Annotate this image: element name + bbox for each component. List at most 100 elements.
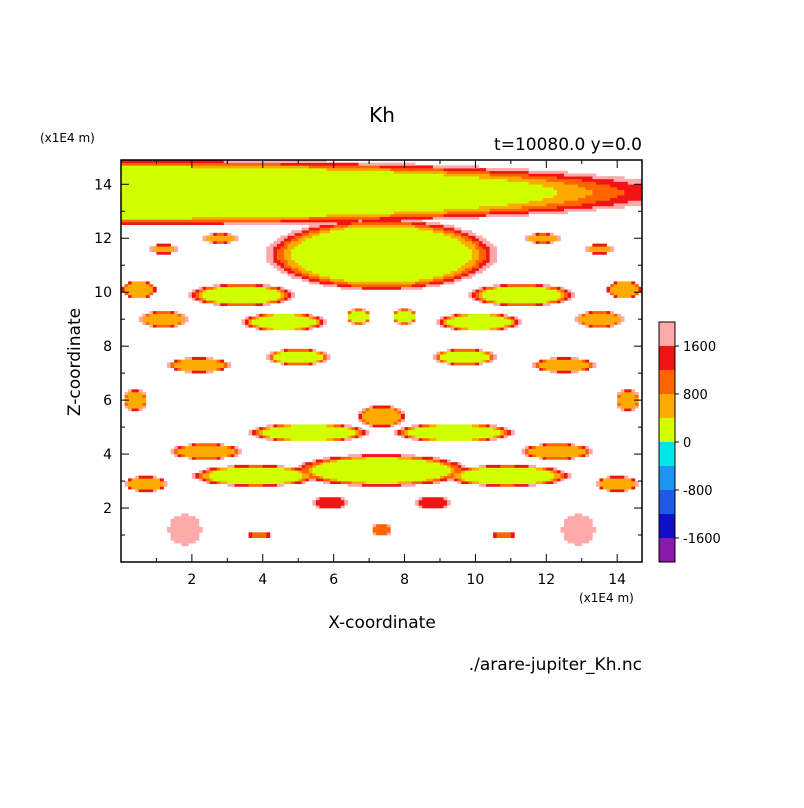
contour-cell xyxy=(280,286,285,290)
contour-cell xyxy=(567,294,572,298)
contour-cell xyxy=(503,435,508,439)
contour-cell xyxy=(177,451,235,455)
contour-cell xyxy=(510,319,515,323)
contour-cell xyxy=(191,292,196,296)
contour-cell xyxy=(248,319,253,323)
contour-cell xyxy=(301,327,306,331)
contour-cell xyxy=(319,497,342,501)
contour-cell xyxy=(418,505,423,509)
contour-cell xyxy=(411,435,416,439)
contour-cell xyxy=(351,321,356,325)
contour-cell xyxy=(532,362,536,366)
contour-cell xyxy=(206,467,210,471)
contour-cell xyxy=(280,240,285,244)
contour-cell xyxy=(273,351,278,355)
contour-cell xyxy=(588,249,611,253)
contour-cell xyxy=(393,421,398,425)
contour-cell xyxy=(202,472,210,476)
contour-cell xyxy=(177,454,182,458)
contour-cell xyxy=(262,284,271,288)
contour-cell xyxy=(184,356,193,360)
contour-cell xyxy=(255,316,260,320)
contour-cell xyxy=(528,235,558,239)
contour-cell xyxy=(174,454,179,458)
contour-cell xyxy=(393,170,448,174)
contour-cell xyxy=(482,359,487,363)
contour-cell xyxy=(280,292,285,296)
contour-cell xyxy=(191,370,207,374)
contour-cell xyxy=(121,286,125,290)
contour-cell xyxy=(202,300,207,304)
contour-cell xyxy=(422,505,444,509)
contour-cell xyxy=(585,311,590,315)
contour-cell xyxy=(585,246,590,250)
contour-cell xyxy=(560,470,565,474)
x-axis: 2 4 6 8 10 12 14 xyxy=(155,160,626,588)
contour-cell xyxy=(588,246,611,250)
contour-cell xyxy=(138,319,143,323)
contour-cell xyxy=(138,389,143,393)
contour-cell xyxy=(631,486,636,490)
contour-cell xyxy=(585,359,590,363)
contour-cell xyxy=(560,529,597,533)
contour-cell xyxy=(585,321,614,325)
contour-cell xyxy=(266,532,271,536)
contour-cell xyxy=(330,227,345,231)
contour-cell xyxy=(493,300,497,304)
contour-cell xyxy=(468,467,473,471)
contour-cell xyxy=(443,497,448,501)
contour-cell xyxy=(528,448,586,452)
contour-cell xyxy=(610,311,614,315)
contour-cell xyxy=(227,362,232,366)
contour-cell xyxy=(312,459,317,463)
contour-cell xyxy=(400,432,405,436)
contour-cell xyxy=(198,478,203,482)
contour-cell xyxy=(486,251,490,255)
contour-cell xyxy=(432,278,444,282)
contour-cell xyxy=(528,181,565,185)
contour-cell xyxy=(308,475,320,479)
contour-cell xyxy=(266,356,271,360)
contour-cell xyxy=(422,497,444,501)
contour-cell xyxy=(284,362,288,366)
contour-cell xyxy=(493,286,497,290)
contour-cell xyxy=(365,429,370,433)
contour-cell xyxy=(234,235,239,239)
contour-cell xyxy=(610,286,639,290)
contour-cell xyxy=(284,424,292,428)
contour-cell xyxy=(276,297,281,301)
contour-cell xyxy=(362,286,402,290)
contour-cell xyxy=(259,324,310,328)
contour-cell xyxy=(191,294,196,298)
contour-cell xyxy=(422,424,430,428)
contour-cell xyxy=(574,319,579,323)
contour-cell xyxy=(486,168,529,172)
contour-cell xyxy=(276,464,285,468)
contour-cell xyxy=(564,524,593,528)
contour-cell xyxy=(634,481,639,485)
contour-cell xyxy=(478,254,487,258)
contour-cell xyxy=(627,200,642,204)
contour-cell xyxy=(273,249,278,253)
contour-cell xyxy=(170,324,175,328)
contour-cell xyxy=(273,246,281,250)
contour-cell xyxy=(266,327,274,331)
contour-cell xyxy=(482,265,490,269)
contour-cell xyxy=(567,297,572,301)
contour-cell xyxy=(486,437,490,441)
colorbar-swatch xyxy=(659,442,675,466)
contour-cell xyxy=(340,497,345,501)
contour-cell xyxy=(471,238,480,242)
contour-cell xyxy=(564,181,597,185)
contour-cell xyxy=(266,435,271,439)
contour-cell xyxy=(624,489,629,493)
contour-cell xyxy=(514,324,519,328)
contour-cell xyxy=(560,300,565,304)
contour-cell xyxy=(291,257,473,261)
contour-cell xyxy=(634,292,639,296)
contour-cell xyxy=(468,270,476,274)
contour-cell xyxy=(131,486,161,490)
contour-cell xyxy=(592,243,607,247)
contour-cell xyxy=(121,200,529,204)
contour-cell xyxy=(606,286,611,290)
